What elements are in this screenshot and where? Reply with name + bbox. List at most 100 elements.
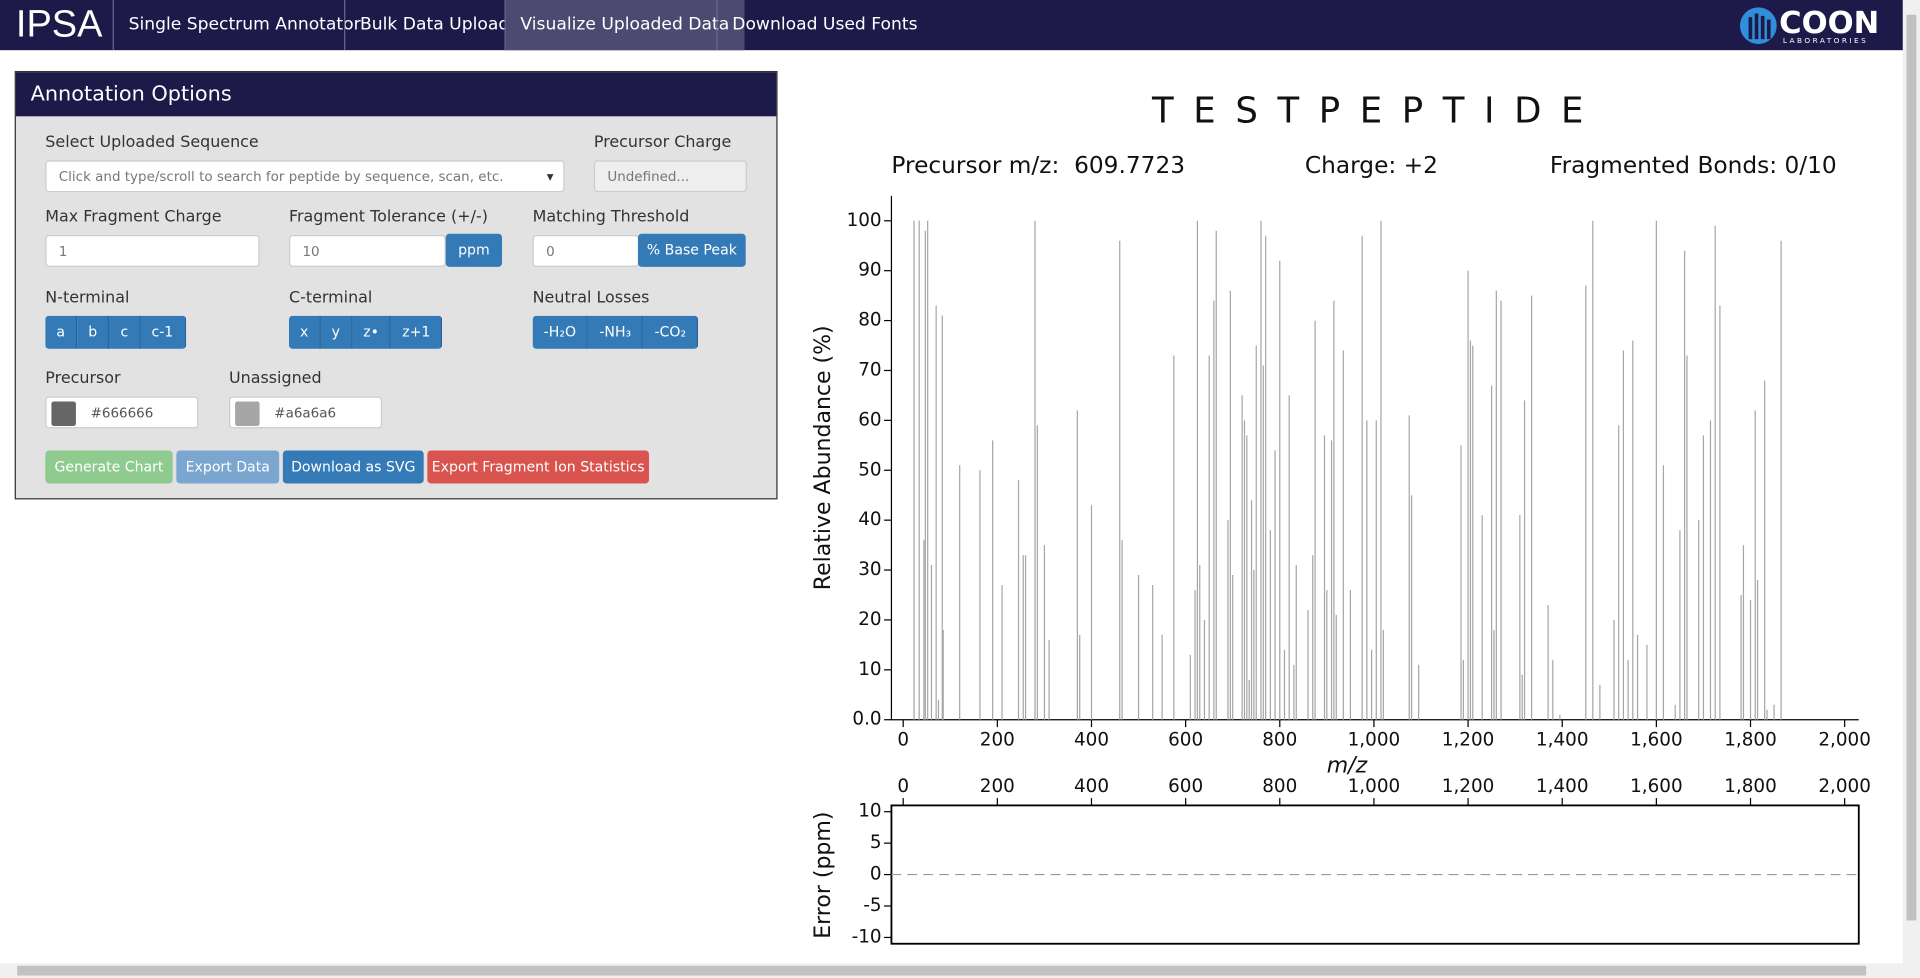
button-group: x y z• z+1 bbox=[288, 315, 443, 349]
nav-link[interactable]: Download Used Fonts bbox=[716, 0, 932, 51]
x-tick-label: 1,200 bbox=[1442, 730, 1495, 751]
placeholder: Undefined... bbox=[607, 168, 690, 185]
y-axis-label: Relative Abundance (%) bbox=[811, 325, 836, 590]
button-group: a b c c-1 bbox=[45, 315, 186, 349]
max-charge-input[interactable]: 1 bbox=[45, 235, 260, 267]
logo-text: COON bbox=[1779, 6, 1879, 41]
x-tick-label: 2,000 bbox=[1818, 730, 1871, 751]
logo[interactable]: COON LABORATORIES bbox=[1739, 5, 1886, 47]
nav-link[interactable]: Bulk Data Upload bbox=[344, 0, 524, 51]
field-label: Max Fragment Charge bbox=[45, 208, 222, 227]
logo-mark bbox=[1766, 19, 1771, 40]
loss-button[interactable]: -CO₂ bbox=[643, 315, 699, 349]
x-tick-label: 0 bbox=[897, 776, 909, 797]
x-tick-label: 600 bbox=[1168, 730, 1203, 751]
x-tick-label: 1,600 bbox=[1630, 730, 1683, 751]
ion-button[interactable]: z• bbox=[352, 315, 392, 349]
chart-subtitle: Charge: +2 bbox=[1305, 152, 1438, 179]
color-swatch bbox=[51, 401, 76, 426]
action-button[interactable]: Export Fragment Ion Statistics bbox=[427, 450, 649, 484]
x-tick-label: 1,000 bbox=[1348, 776, 1401, 797]
button-group: -H₂O -NH₃ -CO₂ bbox=[532, 315, 699, 349]
y-tick-label: 100 bbox=[847, 210, 882, 231]
sequence-select[interactable]: Click and type/scroll to search for pept… bbox=[45, 160, 565, 193]
ion-button[interactable]: y bbox=[320, 315, 353, 349]
action-button[interactable]: Generate Chart bbox=[45, 450, 173, 484]
vertical-scrollbar[interactable] bbox=[1902, 0, 1920, 964]
x-tick-label: 800 bbox=[1262, 776, 1297, 797]
panel-title: Annotation Options bbox=[15, 72, 777, 117]
field-label: Fragment Tolerance (+/-) bbox=[288, 208, 488, 227]
color-input[interactable]: #a6a6a6 bbox=[228, 396, 383, 429]
y-tick-label: 40 bbox=[858, 509, 881, 530]
field-label: N-terminal bbox=[45, 288, 130, 308]
logo-mark bbox=[1748, 17, 1753, 40]
color-value: #666666 bbox=[90, 405, 154, 422]
x-tick-label: 1,600 bbox=[1630, 776, 1683, 797]
y-tick-label: 0.0 bbox=[852, 709, 881, 730]
brand[interactable]: IPSA bbox=[15, 2, 103, 46]
nav-link[interactable]: Visualize Uploaded Data bbox=[504, 0, 744, 51]
x-tick-label: 1,800 bbox=[1724, 730, 1777, 751]
y-tick-label: 70 bbox=[858, 359, 881, 380]
x-tick-label: 0 bbox=[897, 730, 909, 751]
x-tick-label: 800 bbox=[1262, 730, 1297, 751]
y-tick-label: 90 bbox=[858, 260, 881, 281]
field-label: Neutral Losses bbox=[532, 288, 650, 308]
field-label: Precursor Charge bbox=[593, 133, 732, 152]
chart-title: TESTPEPTIDE bbox=[1151, 91, 1603, 132]
y-tick-label: 30 bbox=[858, 559, 881, 580]
x-tick-label: 1,400 bbox=[1536, 730, 1589, 751]
x-tick-label: 2,000 bbox=[1818, 776, 1871, 797]
loss-button[interactable]: -NH₃ bbox=[588, 315, 644, 349]
horizontal-scrollbar[interactable] bbox=[0, 963, 1920, 978]
ion-button[interactable]: b bbox=[77, 315, 110, 349]
x-tick-label: 200 bbox=[980, 730, 1015, 751]
field-label: Select Uploaded Sequence bbox=[45, 133, 259, 152]
color-value: #a6a6a6 bbox=[274, 405, 337, 422]
logo-mark bbox=[1760, 15, 1765, 40]
nav-link[interactable]: Single Spectrum Annotator bbox=[112, 0, 376, 51]
ion-button[interactable]: c bbox=[109, 315, 141, 349]
x-tick-label: 600 bbox=[1168, 776, 1203, 797]
x-tick-label: 1,800 bbox=[1724, 776, 1777, 797]
field-label: C-terminal bbox=[288, 288, 373, 308]
x-tick-label: 400 bbox=[1074, 730, 1109, 751]
color-input[interactable]: #666666 bbox=[45, 396, 199, 429]
x-axis-label: m/z bbox=[1327, 753, 1368, 778]
ion-button[interactable]: z+1 bbox=[391, 315, 443, 349]
precursor-charge-input[interactable]: Undefined... bbox=[593, 160, 747, 193]
logo-mark bbox=[1754, 13, 1759, 40]
ion-button[interactable]: x bbox=[288, 315, 321, 349]
x-tick-label: 200 bbox=[980, 776, 1015, 797]
y-tick-label: 80 bbox=[858, 310, 881, 331]
chart-subtitle: Precursor m/z: 609.7723 bbox=[891, 152, 1185, 179]
x-tick-label: 1,400 bbox=[1536, 776, 1589, 797]
dropdown-arrow: ▾ bbox=[546, 168, 554, 185]
action-button[interactable]: Export Data bbox=[176, 450, 280, 484]
y-tick-label: 60 bbox=[858, 409, 881, 430]
field-label: Unassigned bbox=[228, 369, 322, 389]
action-button[interactable]: Download as SVG bbox=[282, 450, 424, 484]
scroll-thumb[interactable] bbox=[17, 965, 1867, 976]
y-tick-label: 5 bbox=[870, 832, 882, 853]
x-tick-label: 1,200 bbox=[1442, 776, 1495, 797]
x-tick-label: 1,000 bbox=[1348, 730, 1401, 751]
ion-button[interactable]: c-1 bbox=[140, 315, 186, 349]
logo-subtext: LABORATORIES bbox=[1783, 36, 1868, 45]
threshold-input[interactable]: 0 bbox=[532, 235, 640, 267]
field-label: Matching Threshold bbox=[532, 208, 690, 227]
unit-button[interactable]: ppm bbox=[445, 233, 503, 267]
y-tick-label: 20 bbox=[858, 609, 881, 630]
scroll-thumb[interactable] bbox=[1906, 14, 1917, 921]
y-tick-label: 10 bbox=[858, 659, 881, 680]
y-tick-label: 10 bbox=[858, 801, 881, 822]
y-tick-label: 50 bbox=[858, 459, 881, 480]
y-tick-label: 0 bbox=[870, 864, 882, 885]
loss-button[interactable]: -H₂O bbox=[532, 315, 589, 349]
tolerance-input[interactable]: 10 bbox=[288, 235, 446, 267]
unit-button[interactable]: % Base Peak bbox=[637, 233, 746, 267]
ion-button[interactable]: a bbox=[45, 315, 78, 349]
